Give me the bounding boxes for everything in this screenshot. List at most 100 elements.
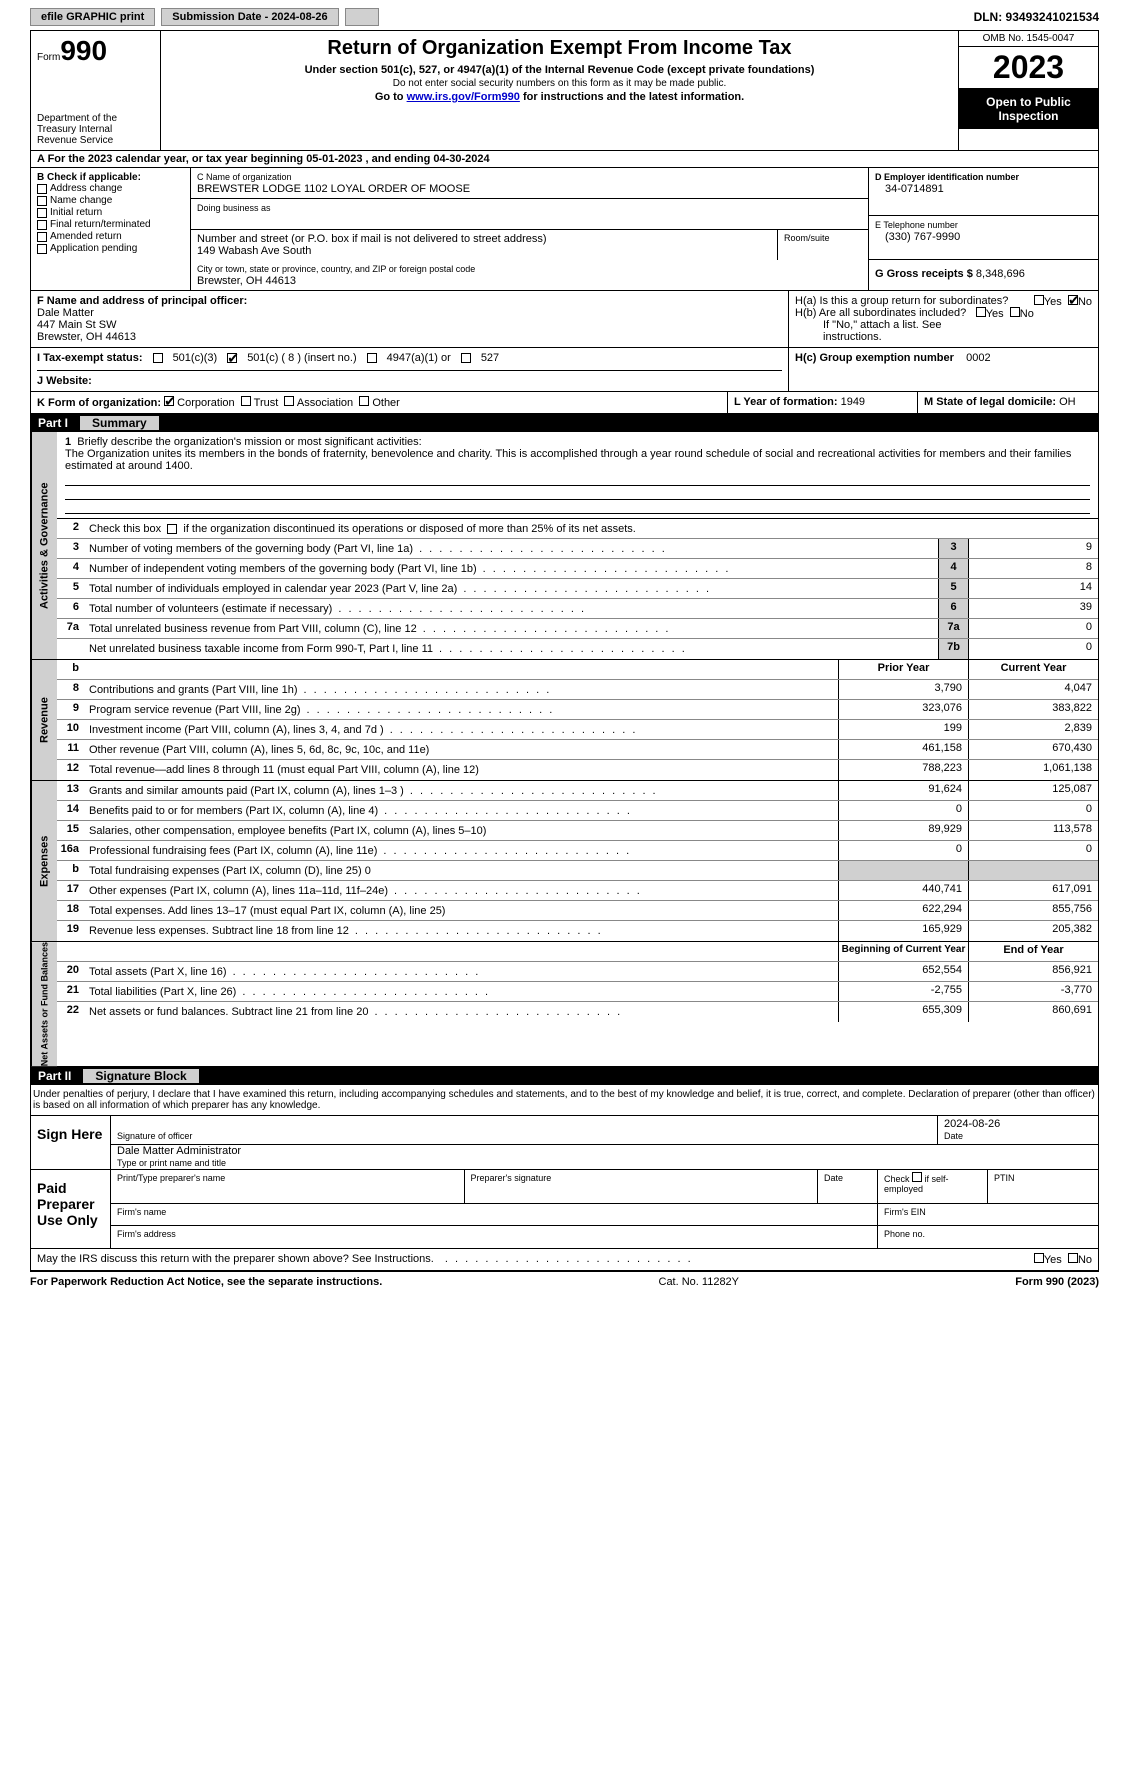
ptin-label: PTIN <box>994 1173 1015 1183</box>
j-website-label: J Website: <box>37 375 92 387</box>
firm-addr-label: Firm's address <box>117 1229 176 1239</box>
cat-no: Cat. No. 11282Y <box>659 1276 740 1288</box>
hb-no[interactable] <box>1010 307 1020 317</box>
l14: Benefits paid to or for members (Part IX… <box>85 801 838 820</box>
i-4947[interactable] <box>367 353 377 363</box>
boy-hdr: Beginning of Current Year <box>838 942 968 961</box>
k-other[interactable] <box>359 396 369 406</box>
l3-desc: Number of voting members of the governin… <box>85 539 938 558</box>
prep-date-label: Date <box>824 1173 843 1183</box>
i-501c[interactable] <box>227 353 237 363</box>
dept-treasury: Department of the Treasury Internal Reve… <box>37 113 154 146</box>
l15: Salaries, other compensation, employee b… <box>85 821 838 840</box>
l4-val: 8 <box>968 559 1098 578</box>
form-number: Form990 <box>37 35 154 67</box>
h-b: H(b) Are all subordinates included? Yes … <box>795 307 1092 319</box>
officer-addr2: Brewster, OH 44613 <box>37 331 136 343</box>
tax-year: 2023 <box>959 47 1098 89</box>
l-year: 1949 <box>841 396 865 408</box>
part1-title: Summary <box>80 416 159 430</box>
i-label: I Tax-exempt status: <box>37 352 143 364</box>
eoy-hdr: End of Year <box>968 942 1098 961</box>
l8: Contributions and grants (Part VIII, lin… <box>85 680 838 699</box>
addr-label: Number and street (or P.O. box if mail i… <box>197 233 547 245</box>
chk-address-change[interactable] <box>37 184 47 194</box>
chk-final-return[interactable] <box>37 220 47 230</box>
e-phone-label: E Telephone number <box>875 220 958 230</box>
firm-ein-label: Firm's EIN <box>884 1207 926 1217</box>
k-label: K Form of organization: <box>37 397 161 409</box>
current-year-hdr: Current Year <box>968 660 1098 679</box>
k-trust[interactable] <box>241 396 251 406</box>
ein-value: 34-0714891 <box>875 183 944 195</box>
l6-desc: Total number of volunteers (estimate if … <box>85 599 938 618</box>
sig-date: 2024-08-26 <box>944 1118 1000 1130</box>
i-501c3[interactable] <box>153 353 163 363</box>
dba-label: Doing business as <box>197 203 271 213</box>
omb-number: OMB No. 1545-0047 <box>959 31 1098 47</box>
l18: Total expenses. Add lines 13–17 (must eq… <box>85 901 838 920</box>
form-footer: Form 990 (2023) <box>1015 1276 1099 1288</box>
gross-receipts: 8,348,696 <box>976 268 1025 280</box>
date-label: Date <box>944 1131 963 1141</box>
open-public-badge: Open to Public Inspection <box>959 89 1098 129</box>
chk-self-emp[interactable] <box>912 1172 922 1182</box>
paid-preparer-label: Paid Preparer Use Only <box>31 1170 111 1248</box>
officer-addr1: 447 Main St SW <box>37 319 116 331</box>
efile-print-button[interactable]: efile GRAPHIC print <box>30 8 155 26</box>
h-note: If "No," attach a list. See instructions… <box>795 319 1092 343</box>
m-label: M State of legal domicile: <box>924 396 1056 408</box>
blank-button[interactable] <box>345 8 379 26</box>
l10: Investment income (Part VIII, column (A)… <box>85 720 838 739</box>
room-suite-label: Room/suite <box>784 233 830 243</box>
part1-num: Part I <box>38 416 68 430</box>
l16a: Professional fundraising fees (Part IX, … <box>85 841 838 860</box>
k-corp[interactable] <box>164 396 174 406</box>
perjury-text: Under penalties of perjury, I declare th… <box>30 1085 1099 1116</box>
paperwork-notice: For Paperwork Reduction Act Notice, see … <box>30 1276 382 1288</box>
l5-desc: Total number of individuals employed in … <box>85 579 938 598</box>
k-assoc[interactable] <box>284 396 294 406</box>
ha-no[interactable] <box>1068 295 1078 305</box>
side-revenue: Revenue <box>31 660 57 780</box>
city-label: City or town, state or province, country… <box>197 264 475 274</box>
hc-label: H(c) Group exemption number <box>795 352 954 364</box>
hb-yes[interactable] <box>976 307 986 317</box>
discuss-yes[interactable] <box>1034 1253 1044 1263</box>
l17: Other expenses (Part IX, column (A), lin… <box>85 881 838 900</box>
discuss-no[interactable] <box>1068 1253 1078 1263</box>
chk-amended[interactable] <box>37 232 47 242</box>
part2-title: Signature Block <box>83 1069 198 1083</box>
l7b-val: 0 <box>968 639 1098 659</box>
i-527[interactable] <box>461 353 471 363</box>
l7a-desc: Total unrelated business revenue from Pa… <box>85 619 938 638</box>
discuss-question: May the IRS discuss this return with the… <box>37 1253 1014 1266</box>
form-title: Return of Organization Exempt From Incom… <box>169 37 950 60</box>
l13: Grants and similar amounts paid (Part IX… <box>85 781 838 800</box>
officer-printed: Dale Matter Administrator <box>117 1145 241 1157</box>
d-ein-label: D Employer identification number <box>875 172 1019 182</box>
phone-value: (330) 767-9990 <box>875 231 960 243</box>
sig-officer-label: Signature of officer <box>117 1131 192 1141</box>
submission-date-button[interactable]: Submission Date - 2024-08-26 <box>161 8 338 26</box>
line-a-tax-year: A For the 2023 calendar year, or tax yea… <box>30 150 1099 168</box>
dln-text: DLN: 93493241021534 <box>974 10 1099 24</box>
b-label: B Check if applicable: <box>37 172 184 183</box>
chk-name-change[interactable] <box>37 196 47 206</box>
l19: Revenue less expenses. Subtract line 18 … <box>85 921 838 941</box>
side-expenses: Expenses <box>31 781 57 941</box>
chk-initial-return[interactable] <box>37 208 47 218</box>
l2-check[interactable] <box>167 524 177 534</box>
part2-num: Part II <box>38 1069 71 1083</box>
street-address: 149 Wabash Ave South <box>197 245 311 257</box>
officer-name: Dale Matter <box>37 307 94 319</box>
chk-app-pending[interactable] <box>37 244 47 254</box>
h-a: H(a) Is this a group return for subordin… <box>795 295 1092 307</box>
irs-link[interactable]: www.irs.gov/Form990 <box>407 91 520 103</box>
l12: Total revenue—add lines 8 through 11 (mu… <box>85 760 838 780</box>
hc-value: 0002 <box>966 352 990 364</box>
self-employed-check: Check if self-employed <box>878 1170 988 1203</box>
phone-label: Phone no. <box>884 1229 925 1239</box>
ha-yes[interactable] <box>1034 295 1044 305</box>
l3-val: 9 <box>968 539 1098 558</box>
